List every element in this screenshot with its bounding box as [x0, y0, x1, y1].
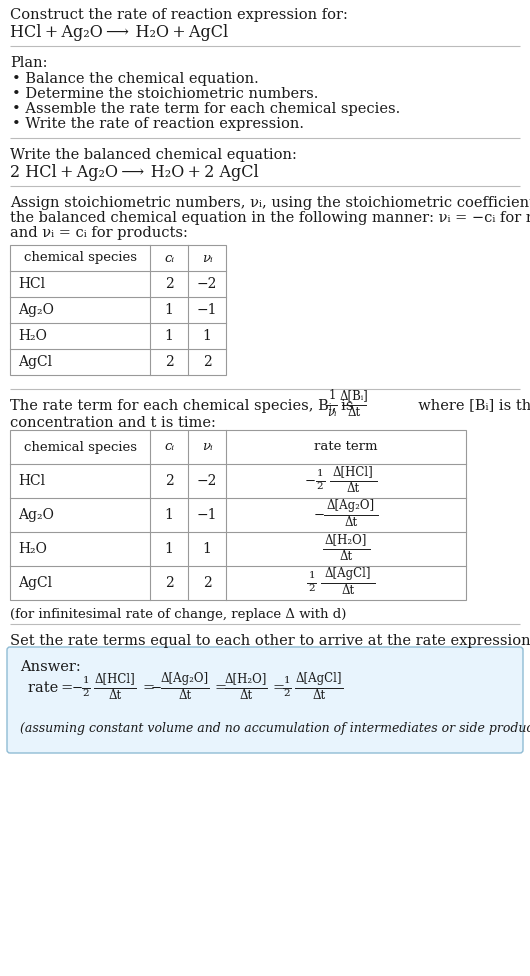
Text: chemical species: chemical species: [23, 440, 137, 454]
Text: −: −: [151, 681, 162, 695]
Text: concentration and t is time:: concentration and t is time:: [10, 416, 216, 430]
Text: Δ[Ag₂O]: Δ[Ag₂O]: [161, 672, 209, 685]
Text: AgCl: AgCl: [18, 355, 52, 369]
Text: Δ[H₂O]: Δ[H₂O]: [225, 672, 267, 685]
Text: cᵢ: cᵢ: [164, 440, 174, 454]
Text: rate term: rate term: [314, 440, 378, 454]
Text: 1: 1: [164, 542, 173, 556]
Text: 1: 1: [202, 542, 211, 556]
Text: νᵢ: νᵢ: [202, 440, 213, 454]
Text: 2: 2: [308, 584, 315, 593]
Text: Δt: Δt: [240, 689, 253, 702]
Text: rate =: rate =: [28, 681, 73, 695]
Text: Ag₂O: Ag₂O: [18, 303, 54, 317]
Text: the balanced chemical equation in the following manner: νᵢ = −cᵢ for reactants: the balanced chemical equation in the fo…: [10, 211, 530, 225]
Text: 2: 2: [284, 689, 290, 698]
Text: Δt: Δt: [341, 584, 355, 597]
Text: Δt: Δt: [109, 689, 121, 702]
Text: cᵢ: cᵢ: [164, 252, 174, 264]
Text: HCl + Ag₂O ⟶  H₂O + AgCl: HCl + Ag₂O ⟶ H₂O + AgCl: [10, 24, 228, 41]
Bar: [10, 430, 466, 600]
Text: Δt: Δt: [347, 482, 359, 495]
Text: H₂O: H₂O: [18, 329, 47, 343]
Text: Construct the rate of reaction expression for:: Construct the rate of reaction expressio…: [10, 8, 348, 22]
Text: (assuming constant volume and no accumulation of intermediates or side products): (assuming constant volume and no accumul…: [20, 722, 530, 735]
Text: Δt: Δt: [344, 516, 358, 529]
Text: Set the rate terms equal to each other to arrive at the rate expression:: Set the rate terms equal to each other t…: [10, 634, 530, 648]
Text: (for infinitesimal rate of change, replace Δ with d): (for infinitesimal rate of change, repla…: [10, 608, 347, 621]
Text: AgCl: AgCl: [18, 576, 52, 590]
Text: Δ[H₂O]: Δ[H₂O]: [325, 533, 367, 546]
Text: HCl: HCl: [18, 277, 45, 291]
Text: H₂O: H₂O: [18, 542, 47, 556]
Text: Δt: Δt: [339, 550, 352, 563]
Text: 2 HCl + Ag₂O ⟶  H₂O + 2 AgCl: 2 HCl + Ag₂O ⟶ H₂O + 2 AgCl: [10, 164, 259, 181]
Text: Δ[AgCl]: Δ[AgCl]: [325, 567, 371, 580]
Text: 2: 2: [317, 482, 323, 491]
Text: Δt: Δt: [179, 689, 191, 702]
Text: −: −: [305, 474, 316, 487]
Text: chemical species: chemical species: [23, 252, 137, 264]
Text: • Determine the stoichiometric numbers.: • Determine the stoichiometric numbers.: [12, 87, 319, 101]
Text: Plan:: Plan:: [10, 56, 48, 70]
Text: −1: −1: [197, 303, 217, 317]
Text: 2: 2: [202, 576, 211, 590]
Bar: [10, 245, 226, 375]
Text: • Assemble the rate term for each chemical species.: • Assemble the rate term for each chemic…: [12, 102, 400, 116]
Text: and νᵢ = cᵢ for products:: and νᵢ = cᵢ for products:: [10, 226, 188, 240]
Text: 2: 2: [83, 689, 90, 698]
Text: Δt: Δt: [313, 689, 325, 702]
Text: Δt: Δt: [348, 406, 360, 419]
Text: Write the balanced chemical equation:: Write the balanced chemical equation:: [10, 148, 297, 162]
Text: −2: −2: [197, 277, 217, 291]
Text: Assign stoichiometric numbers, νᵢ, using the stoichiometric coefficients, cᵢ, fr: Assign stoichiometric numbers, νᵢ, using…: [10, 196, 530, 210]
Text: Δ[HCl]: Δ[HCl]: [95, 672, 135, 685]
Text: νᵢ: νᵢ: [202, 252, 213, 264]
Text: 1: 1: [83, 676, 90, 685]
Text: HCl: HCl: [18, 474, 45, 488]
Text: Δ[HCl]: Δ[HCl]: [333, 465, 373, 478]
FancyBboxPatch shape: [7, 647, 523, 753]
Text: −1: −1: [197, 508, 217, 522]
Text: −: −: [314, 508, 325, 521]
Text: The rate term for each chemical species, Bᵢ, is              where [Bᵢ] is the a: The rate term for each chemical species,…: [10, 399, 530, 413]
Text: 2: 2: [165, 355, 173, 369]
Text: −2: −2: [197, 474, 217, 488]
Text: 1: 1: [317, 469, 323, 478]
Text: −: −: [72, 681, 83, 695]
Text: 2: 2: [165, 277, 173, 291]
Text: • Write the rate of reaction expression.: • Write the rate of reaction expression.: [12, 117, 304, 131]
Text: 1: 1: [202, 329, 211, 343]
Text: Δ[Bᵢ]: Δ[Bᵢ]: [340, 389, 368, 402]
Text: 1: 1: [164, 329, 173, 343]
Text: 1: 1: [284, 676, 290, 685]
Text: Answer:: Answer:: [20, 660, 81, 674]
Text: 1: 1: [308, 571, 315, 580]
Text: 1: 1: [164, 303, 173, 317]
Text: =: =: [142, 681, 154, 695]
Text: =: =: [215, 681, 227, 695]
Text: νᵢ: νᵢ: [327, 406, 337, 419]
Text: 2: 2: [165, 474, 173, 488]
Text: Δ[AgCl]: Δ[AgCl]: [296, 672, 342, 685]
Text: • Balance the chemical equation.: • Balance the chemical equation.: [12, 72, 259, 86]
Text: 2: 2: [165, 576, 173, 590]
Text: 2: 2: [202, 355, 211, 369]
Text: Ag₂O: Ag₂O: [18, 508, 54, 522]
Text: 1: 1: [328, 389, 335, 402]
Text: 1: 1: [164, 508, 173, 522]
Text: Δ[Ag₂O]: Δ[Ag₂O]: [327, 499, 375, 512]
Text: =: =: [273, 681, 285, 695]
